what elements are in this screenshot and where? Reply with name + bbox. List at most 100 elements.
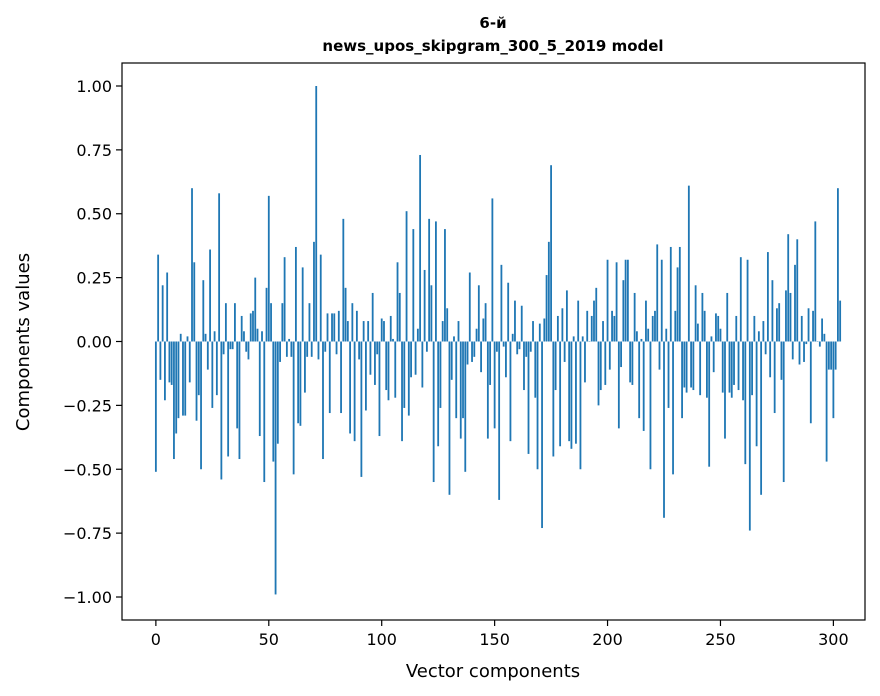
bar-64 [299, 341, 302, 426]
bar-93 [365, 341, 367, 411]
bar-42 [249, 313, 252, 342]
bar-134 [457, 321, 460, 342]
bar-266 [755, 341, 758, 447]
bar-25 [211, 341, 214, 408]
bar-177 [554, 341, 557, 391]
bar-212 [633, 292, 636, 342]
bar-114 [412, 229, 415, 342]
bar-207 [622, 280, 625, 342]
bar-288 [805, 341, 808, 345]
bar-23 [206, 341, 209, 370]
bar-24 [209, 249, 211, 342]
bar-159 [514, 300, 516, 342]
bar-21 [202, 280, 205, 342]
x-axis-label: Vector components [406, 661, 580, 682]
bar-84 [344, 287, 347, 342]
bar-166 [529, 341, 532, 352]
bar-251 [721, 341, 724, 393]
bar-267 [757, 331, 760, 342]
bar-258 [737, 341, 740, 391]
bar-196 [597, 341, 600, 406]
bar-47 [261, 331, 263, 342]
bar-138 [466, 341, 469, 365]
bar-28 [218, 193, 221, 342]
bar-228 [669, 246, 672, 342]
bar-188 [579, 341, 582, 470]
bar-299 [830, 341, 833, 370]
bar-8 [173, 341, 175, 460]
bar-209 [626, 259, 629, 342]
bar-150 [493, 341, 496, 429]
bar-302 [837, 188, 839, 342]
bar-67 [306, 341, 309, 357]
bar-142 [475, 328, 478, 342]
bar-157 [509, 341, 512, 442]
bar-222 [656, 244, 659, 342]
bar-144 [480, 341, 482, 373]
bar-102 [385, 341, 388, 391]
bar-234 [683, 341, 686, 388]
x-tick-label-50: 50 [259, 630, 279, 649]
bar-200 [606, 259, 609, 342]
bar-291 [812, 310, 814, 342]
bar-72 [317, 341, 320, 360]
bar-298 [827, 341, 830, 370]
bar-249 [717, 315, 720, 342]
bar-250 [719, 328, 722, 342]
bar-152 [498, 341, 501, 500]
bar-48 [263, 341, 266, 483]
bar-45 [256, 328, 259, 342]
bar-79 [333, 313, 336, 342]
bar-284 [796, 239, 799, 342]
bar-263 [748, 341, 751, 531]
bar-203 [613, 315, 616, 342]
bar-206 [620, 341, 622, 368]
bar-43 [252, 310, 254, 342]
bar-30 [222, 341, 225, 355]
bar-6 [168, 341, 171, 383]
bar-65 [301, 267, 304, 342]
bar-205 [617, 341, 620, 429]
bar-272 [769, 341, 772, 378]
bar-82 [340, 341, 342, 414]
bar-5 [166, 272, 169, 342]
bar-261 [744, 341, 747, 465]
x-tick-label-200: 200 [592, 630, 623, 649]
y-tick-label-8: 1.00 [76, 77, 112, 96]
bar-221 [654, 310, 656, 342]
bar-181 [563, 341, 566, 362]
bar-22 [204, 333, 207, 342]
bar-85 [346, 321, 349, 342]
bar-94 [367, 321, 370, 342]
x-tick-label-250: 250 [705, 630, 736, 649]
bar-158 [511, 333, 514, 342]
bar-268 [760, 341, 763, 495]
bar-58 [285, 341, 288, 357]
bar-171 [541, 341, 543, 529]
bar-163 [523, 341, 525, 391]
bar-254 [728, 341, 731, 393]
bar-175 [550, 165, 552, 342]
bar-155 [505, 341, 507, 378]
x-tick-label-300: 300 [818, 630, 849, 649]
bar-225 [663, 341, 665, 518]
bar-174 [547, 241, 550, 342]
bar-107 [396, 262, 399, 342]
bar-287 [803, 341, 805, 362]
bar-229 [672, 341, 674, 475]
bar-38 [240, 315, 243, 342]
bar-213 [636, 331, 638, 342]
bar-78 [331, 313, 333, 342]
bar-109 [401, 341, 403, 442]
bar-118 [421, 341, 424, 388]
bar-301 [834, 341, 837, 370]
bar-14 [186, 336, 189, 342]
bar-34 [231, 341, 234, 350]
bar-214 [638, 341, 641, 419]
bar-4 [164, 341, 166, 401]
bar-210 [629, 341, 632, 383]
bar-57 [283, 257, 286, 342]
bar-132 [453, 336, 455, 342]
bar-300 [832, 341, 835, 419]
